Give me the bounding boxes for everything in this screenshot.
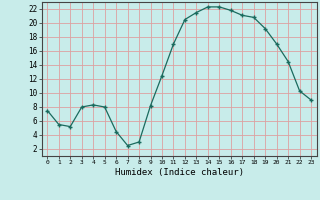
- X-axis label: Humidex (Indice chaleur): Humidex (Indice chaleur): [115, 168, 244, 177]
